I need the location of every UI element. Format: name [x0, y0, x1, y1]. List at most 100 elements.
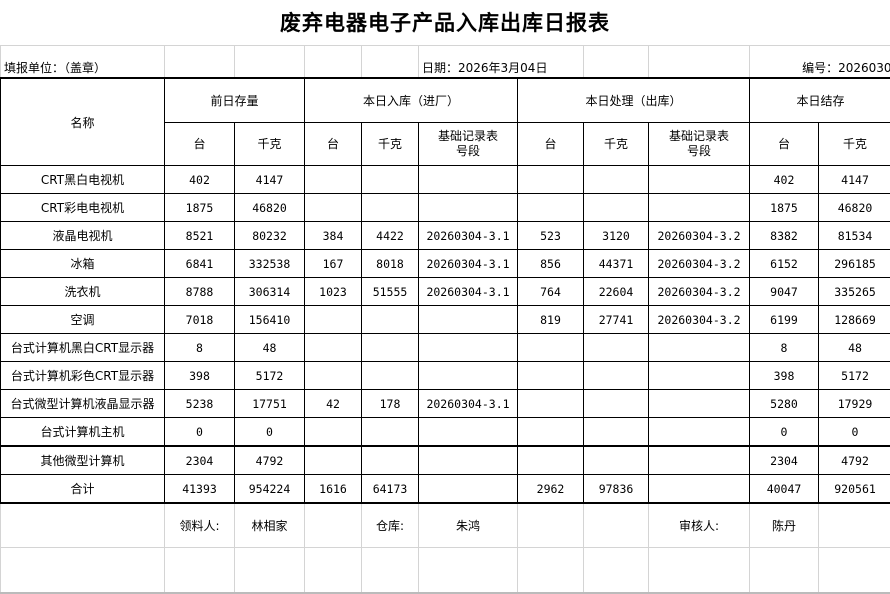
cell-end-kg[interactable]: 17929 [819, 390, 890, 418]
cell[interactable] [235, 548, 305, 594]
cell[interactable] [362, 548, 419, 594]
cell-prev-kg[interactable]: 954224 [235, 475, 305, 504]
cell-in-units[interactable] [305, 306, 362, 334]
cell-end-kg[interactable]: 335265 [819, 278, 890, 306]
cell-end-units[interactable]: 402 [750, 166, 819, 194]
cell[interactable] [165, 46, 235, 79]
header-in-record[interactable]: 基础记录表号段 [419, 123, 518, 166]
date-label[interactable]: 日期：2026年3月04日 [419, 46, 584, 79]
cell-in-kg[interactable]: 64173 [362, 475, 419, 504]
cell-prev-units[interactable]: 8521 [165, 222, 235, 250]
cell-name[interactable]: 液晶电视机 [1, 222, 165, 250]
header-closing[interactable]: 本日结存 [750, 78, 890, 123]
header-out-kg[interactable]: 千克 [584, 123, 649, 166]
cell-out-units[interactable]: 856 [518, 250, 584, 278]
cell-in-rec[interactable] [419, 446, 518, 475]
cell-in-rec[interactable]: 20260304-3.1 [419, 390, 518, 418]
cell-in-rec[interactable] [419, 475, 518, 504]
cell-prev-kg[interactable]: 156410 [235, 306, 305, 334]
cell-name[interactable]: 洗衣机 [1, 278, 165, 306]
cell[interactable] [584, 46, 649, 79]
cell-name[interactable]: 台式计算机彩色CRT显示器 [1, 362, 165, 390]
cell-prev-units[interactable]: 6841 [165, 250, 235, 278]
cell-prev-units[interactable]: 402 [165, 166, 235, 194]
cell-out-units[interactable]: 819 [518, 306, 584, 334]
cell-in-units[interactable] [305, 362, 362, 390]
cell-in-rec[interactable] [419, 334, 518, 362]
cell-prev-units[interactable]: 8788 [165, 278, 235, 306]
cell-in-rec[interactable] [419, 194, 518, 222]
cell-out-units[interactable] [518, 446, 584, 475]
cell-prev-units[interactable]: 8 [165, 334, 235, 362]
cell-in-units[interactable]: 1023 [305, 278, 362, 306]
cell[interactable] [518, 548, 584, 594]
cell[interactable] [750, 548, 819, 594]
unit-label[interactable]: 填报单位：（盖章） [1, 46, 165, 79]
cell-prev-units[interactable]: 2304 [165, 446, 235, 475]
cell-prev-kg[interactable]: 80232 [235, 222, 305, 250]
cell-prev-units[interactable]: 41393 [165, 475, 235, 504]
cell-prev-kg[interactable]: 48 [235, 334, 305, 362]
header-out-record[interactable]: 基础记录表号段 [649, 123, 750, 166]
cell-end-units[interactable]: 5280 [750, 390, 819, 418]
cell-out-kg[interactable] [584, 334, 649, 362]
cell-end-kg[interactable]: 4147 [819, 166, 890, 194]
cell-prev-units[interactable]: 398 [165, 362, 235, 390]
cell-end-units[interactable]: 6199 [750, 306, 819, 334]
cell[interactable] [649, 548, 750, 594]
cell-end-kg[interactable]: 48 [819, 334, 890, 362]
cell-out-units[interactable]: 523 [518, 222, 584, 250]
cell-end-kg[interactable]: 920561 [819, 475, 890, 504]
cell[interactable] [305, 503, 362, 548]
cell[interactable] [165, 548, 235, 594]
cell-in-units[interactable]: 1616 [305, 475, 362, 504]
warehouse-label[interactable]: 仓库: [362, 503, 419, 548]
cell-out-kg[interactable]: 3120 [584, 222, 649, 250]
cell-name[interactable]: 其他微型计算机 [1, 446, 165, 475]
cell-out-kg[interactable]: 27741 [584, 306, 649, 334]
cell-out-rec[interactable]: 20260304-3.2 [649, 306, 750, 334]
cell-end-units[interactable]: 9047 [750, 278, 819, 306]
cell-end-kg[interactable]: 4792 [819, 446, 890, 475]
header-end-units[interactable]: 台 [750, 123, 819, 166]
cell-in-rec[interactable] [419, 166, 518, 194]
cell-end-units[interactable]: 2304 [750, 446, 819, 475]
cell-in-units[interactable] [305, 166, 362, 194]
cell-out-kg[interactable] [584, 446, 649, 475]
cell-in-rec[interactable] [419, 418, 518, 447]
cell-out-rec[interactable] [649, 194, 750, 222]
cell-in-units[interactable]: 384 [305, 222, 362, 250]
cell-name[interactable]: 台式计算机黑白CRT显示器 [1, 334, 165, 362]
cell-in-kg[interactable] [362, 362, 419, 390]
cell-end-kg[interactable]: 296185 [819, 250, 890, 278]
header-prev-stock[interactable]: 前日存量 [165, 78, 305, 123]
cell-out-kg[interactable] [584, 194, 649, 222]
cell-out-units[interactable]: 2962 [518, 475, 584, 504]
cell-prev-units[interactable]: 5238 [165, 390, 235, 418]
cell[interactable] [1, 503, 165, 548]
cell-out-rec[interactable] [649, 166, 750, 194]
cell-out-rec[interactable] [649, 418, 750, 447]
cell[interactable] [305, 548, 362, 594]
cell-in-rec[interactable] [419, 306, 518, 334]
number-label[interactable]: 编号：2026030 [750, 46, 890, 79]
cell[interactable] [518, 503, 584, 548]
header-processed[interactable]: 本日处理（出库） [518, 78, 750, 123]
cell-in-kg[interactable]: 51555 [362, 278, 419, 306]
cell[interactable] [1, 548, 165, 594]
cell-in-kg[interactable] [362, 166, 419, 194]
cell[interactable] [584, 548, 649, 594]
cell-name[interactable]: 台式计算机主机 [1, 418, 165, 447]
receiver-name[interactable]: 林相家 [235, 503, 305, 548]
header-name[interactable]: 名称 [1, 78, 165, 166]
cell-end-units[interactable]: 398 [750, 362, 819, 390]
cell-out-kg[interactable] [584, 390, 649, 418]
cell[interactable] [305, 46, 362, 79]
cell[interactable] [362, 46, 419, 79]
cell-out-units[interactable] [518, 334, 584, 362]
cell-out-kg[interactable] [584, 362, 649, 390]
cell-prev-kg[interactable]: 0 [235, 418, 305, 447]
cell-end-units[interactable]: 6152 [750, 250, 819, 278]
cell-in-kg[interactable] [362, 306, 419, 334]
cell-out-rec[interactable] [649, 362, 750, 390]
